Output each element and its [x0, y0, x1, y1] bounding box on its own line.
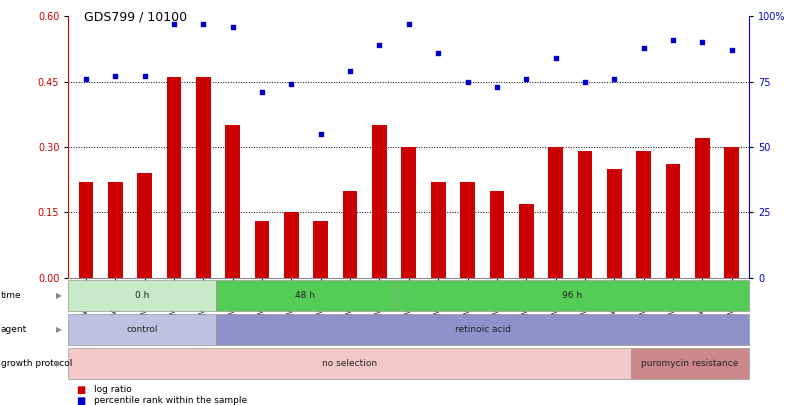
Point: [461, 78, 474, 85]
Text: ▶: ▶: [56, 325, 62, 334]
Bar: [430, 182, 445, 278]
Bar: [283, 212, 299, 278]
Bar: [548, 147, 562, 278]
Text: 96 h: 96 h: [561, 291, 581, 300]
Bar: [108, 182, 123, 278]
Bar: [255, 221, 269, 278]
Bar: [606, 169, 621, 278]
Text: 0 h: 0 h: [135, 291, 149, 300]
Text: 48 h: 48 h: [295, 291, 315, 300]
Point: [197, 21, 210, 27]
Point: [666, 36, 679, 43]
Text: no selection: no selection: [322, 359, 377, 368]
Point: [167, 21, 180, 27]
Text: ■: ■: [76, 385, 86, 394]
Point: [343, 68, 356, 75]
Bar: [137, 173, 152, 278]
FancyBboxPatch shape: [68, 348, 630, 379]
Bar: [459, 182, 475, 278]
Bar: [79, 182, 93, 278]
Bar: [518, 204, 533, 278]
Text: growth protocol: growth protocol: [1, 359, 72, 368]
Point: [548, 55, 561, 61]
Point: [637, 45, 650, 51]
Bar: [665, 164, 679, 278]
Bar: [313, 221, 328, 278]
Bar: [196, 77, 210, 278]
Point: [695, 39, 708, 46]
FancyBboxPatch shape: [216, 280, 393, 311]
FancyBboxPatch shape: [216, 314, 748, 345]
Point: [138, 73, 151, 80]
Text: retinoic acid: retinoic acid: [454, 325, 510, 334]
Bar: [724, 147, 738, 278]
Text: time: time: [1, 291, 22, 300]
Text: ▶: ▶: [56, 291, 62, 300]
Point: [79, 76, 92, 82]
Bar: [372, 125, 386, 278]
FancyBboxPatch shape: [68, 280, 216, 311]
Bar: [635, 151, 650, 278]
Point: [284, 81, 297, 87]
Bar: [166, 77, 181, 278]
Point: [578, 78, 591, 85]
Text: percentile rank within the sample: percentile rank within the sample: [94, 396, 247, 405]
Bar: [225, 125, 240, 278]
Point: [607, 76, 620, 82]
Text: GDS799 / 10100: GDS799 / 10100: [84, 10, 187, 23]
Point: [402, 21, 414, 27]
Text: puromycin resistance: puromycin resistance: [641, 359, 738, 368]
Point: [255, 89, 268, 95]
Point: [314, 131, 327, 137]
Bar: [401, 147, 416, 278]
FancyBboxPatch shape: [68, 314, 216, 345]
Bar: [342, 191, 357, 278]
Point: [108, 73, 121, 80]
Point: [490, 83, 503, 90]
Text: ■: ■: [76, 396, 86, 405]
Bar: [577, 151, 592, 278]
Point: [373, 42, 385, 48]
Point: [226, 23, 238, 30]
Bar: [489, 191, 503, 278]
Text: log ratio: log ratio: [94, 385, 132, 394]
Text: agent: agent: [1, 325, 27, 334]
FancyBboxPatch shape: [630, 348, 748, 379]
Bar: [694, 138, 709, 278]
Point: [724, 47, 737, 53]
Point: [520, 76, 532, 82]
FancyBboxPatch shape: [393, 280, 748, 311]
Point: [431, 49, 444, 56]
Text: ▶: ▶: [56, 359, 62, 368]
Text: control: control: [126, 325, 158, 334]
